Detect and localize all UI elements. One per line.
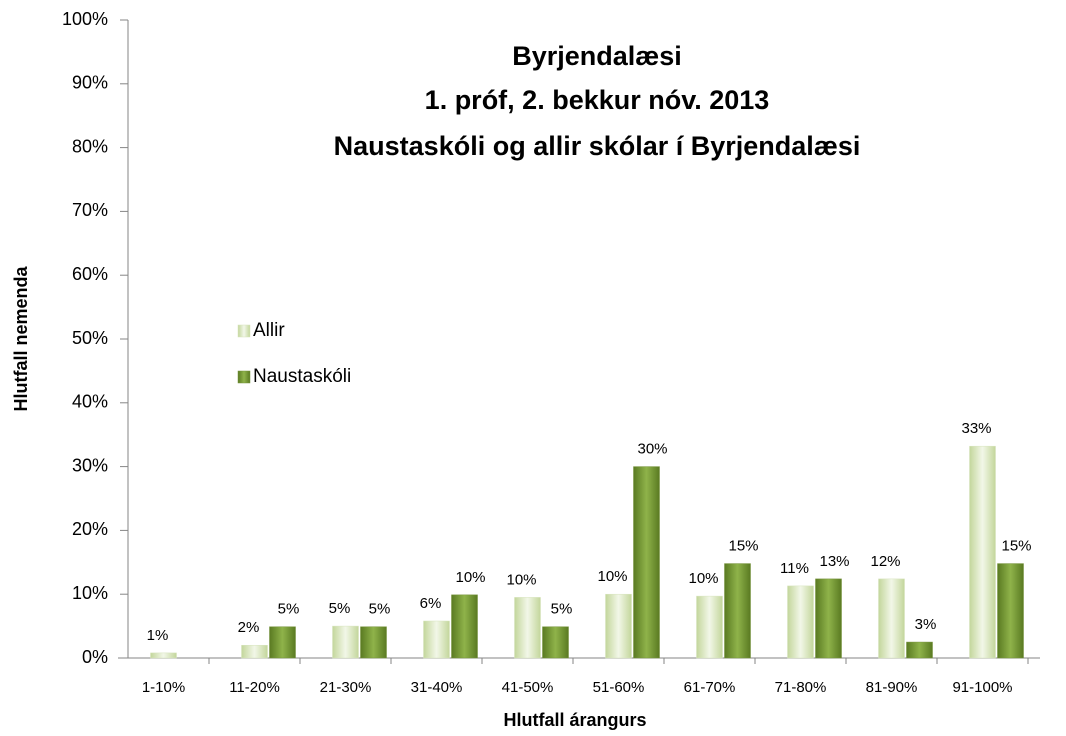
data-label: 1% [147, 627, 169, 644]
data-label: 2% [238, 619, 260, 636]
legend-swatch [237, 370, 251, 384]
data-label: 6% [420, 595, 442, 612]
bar [997, 563, 1024, 659]
data-label: 5% [278, 601, 300, 618]
bar [423, 620, 450, 659]
x-tick-label: 81-90% [866, 679, 918, 696]
data-label: 3% [915, 616, 937, 633]
bar [878, 578, 905, 659]
data-label: 11% [780, 560, 809, 577]
x-tick-label: 61-70% [684, 679, 736, 696]
y-axis-title: Hlutfall nemenda [11, 266, 31, 412]
data-label: 10% [688, 570, 718, 587]
y-tick-label: 80% [72, 136, 108, 156]
x-tick-label: 71-80% [775, 679, 827, 696]
data-label: 5% [551, 601, 573, 618]
chart-title: Byrjendalæsi [512, 41, 682, 71]
x-tick-label: 1-10% [142, 679, 185, 696]
chart-title: Naustaskóli og allir skólar í Byrjendalæ… [334, 131, 861, 161]
bar [241, 644, 268, 659]
data-label: 30% [637, 441, 667, 458]
bar [269, 626, 296, 659]
bar [633, 466, 660, 659]
bar [542, 626, 569, 659]
chart-title: 1. próf, 2. bekkur nóv. 2013 [425, 85, 770, 115]
data-label: 10% [455, 569, 485, 586]
x-tick-label: 21-30% [320, 679, 372, 696]
data-label: 13% [819, 553, 849, 570]
bar [150, 652, 177, 659]
bar [696, 595, 723, 659]
y-tick-label: 0% [82, 647, 108, 667]
y-tick-label: 90% [72, 73, 108, 93]
data-label: 15% [1001, 538, 1031, 555]
data-label: 15% [728, 538, 758, 555]
y-tick-label: 100% [62, 9, 108, 29]
legend-label: Allir [253, 320, 285, 341]
y-tick-label: 40% [72, 392, 108, 412]
y-tick-label: 20% [72, 519, 108, 539]
bar [332, 625, 359, 659]
bar [787, 585, 814, 659]
bar [724, 563, 751, 659]
data-label: 5% [329, 600, 351, 617]
bar [514, 597, 541, 659]
legend-label: Naustaskóli [253, 366, 351, 387]
y-tick-label: 60% [72, 264, 108, 284]
legend-swatch [237, 324, 251, 338]
x-tick-label: 41-50% [502, 679, 554, 696]
bar [605, 593, 632, 659]
data-label: 10% [597, 568, 627, 585]
data-label: 5% [369, 601, 391, 618]
y-tick-label: 70% [72, 200, 108, 220]
data-label: 33% [961, 420, 991, 437]
x-tick-label: 11-20% [229, 679, 280, 696]
y-tick-label: 30% [72, 455, 108, 475]
x-axis-title: Hlutfall árangurs [503, 710, 646, 730]
x-tick-label: 51-60% [593, 679, 645, 696]
bar [906, 641, 933, 659]
bar [815, 578, 842, 659]
x-tick-label: 91-100% [952, 679, 1012, 696]
bar [360, 626, 387, 659]
bar [969, 445, 996, 659]
y-tick-label: 10% [72, 583, 108, 603]
data-label: 10% [506, 571, 536, 588]
data-label: 12% [870, 553, 900, 570]
y-tick-label: 50% [72, 328, 108, 348]
bar [451, 594, 478, 659]
x-tick-label: 31-40% [411, 679, 463, 696]
